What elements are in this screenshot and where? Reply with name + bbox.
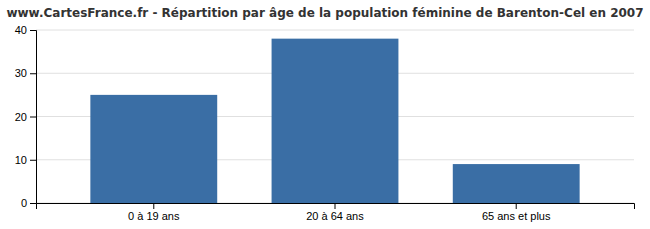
- y-tick-label: 40: [15, 24, 27, 36]
- y-tick: 0: [21, 197, 36, 209]
- x-tick-label: 20 à 64 ans: [306, 210, 364, 222]
- title: www.CartesFrance.fr - Répartition par âg…: [6, 6, 643, 20]
- x-tick-label: 65 ans et plus: [482, 210, 551, 222]
- grid: [36, 30, 634, 203]
- y-tick: 20: [15, 111, 36, 123]
- y-tick: 40: [15, 24, 36, 36]
- y-tick-mark: [30, 117, 36, 118]
- y-axis-line: [30, 31, 37, 204]
- plot-area: 0 à 19 ans 20 à 64 ans 65 ans et plus 0 10 20…: [15, 24, 635, 222]
- grid-line: [36, 30, 634, 31]
- x-tick-mark: [335, 203, 336, 209]
- y-tick-mark: [30, 203, 36, 204]
- bar: [453, 164, 580, 203]
- x-tick-mark: [516, 203, 517, 209]
- x-tick: 20 à 64 ans: [306, 203, 364, 222]
- y-tick-mark: [30, 73, 36, 74]
- y-tick: 30: [15, 67, 36, 79]
- x-tick: 0 à 19 ans: [128, 203, 180, 222]
- y-tick-label: 20: [15, 111, 27, 123]
- y-tick-mark: [30, 160, 36, 161]
- bar: [90, 95, 217, 203]
- x-axis: 0 à 19 ans 20 à 64 ans 65 ans et plus: [37, 203, 635, 222]
- chart-container: www.CartesFrance.fr - Répartition par âg…: [0, 0, 650, 229]
- y-tick-label: 0: [21, 197, 27, 209]
- y-tick-label: 30: [15, 67, 27, 79]
- x-tick: 65 ans et plus: [482, 203, 551, 222]
- x-tick-mark: [153, 203, 154, 209]
- y-tick-mark: [30, 30, 36, 31]
- chart-svg: www.CartesFrance.fr - Répartition par âg…: [0, 0, 650, 229]
- bars: [90, 39, 579, 203]
- x-tick-label: 0 à 19 ans: [128, 210, 180, 222]
- y-tick-label: 10: [15, 154, 27, 166]
- y-tick: 10: [15, 154, 36, 166]
- x-axis-line: [37, 204, 635, 210]
- bar: [272, 39, 399, 203]
- y-axis: 0 10 20 30 40: [15, 24, 37, 209]
